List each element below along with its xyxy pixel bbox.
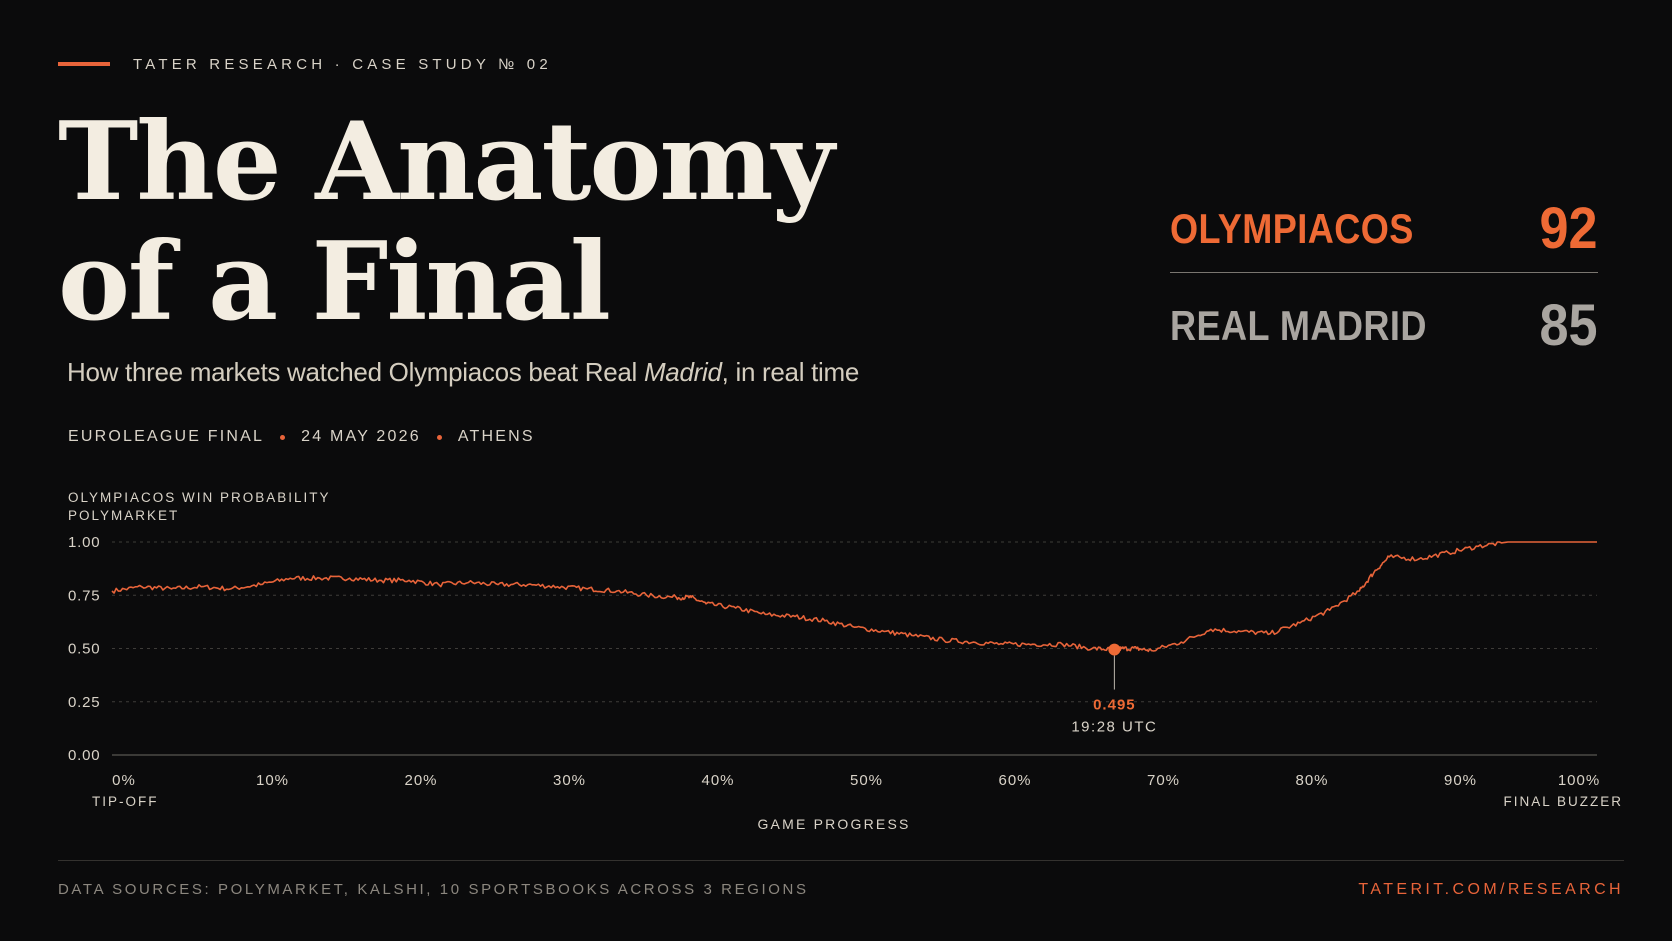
x-axis-title: GAME PROGRESS xyxy=(757,816,910,832)
y-tick-label: 0.00 xyxy=(68,747,100,764)
site-link[interactable]: TATERIT.COM/RESEARCH xyxy=(1358,881,1624,898)
x-tick-label: 70% xyxy=(1147,772,1180,789)
chart-annotation: 0.495 19:28 UTC xyxy=(1071,643,1157,736)
annotation-time-label: 19:28 UTC xyxy=(1071,719,1157,736)
footer-divider xyxy=(58,860,1624,861)
x-sublabel-end: FINAL BUZZER xyxy=(1503,794,1623,809)
chart-gridlines xyxy=(112,541,1597,756)
x-tick-label: 90% xyxy=(1444,772,1477,789)
win-probability-chart: OLYMPIACOS WIN PROBABILITY POLYMARKET 0.… xyxy=(68,490,1623,832)
x-tick-label: 10% xyxy=(256,772,289,789)
meta-date: 24 MAY 2026 xyxy=(301,428,421,445)
page-title-line-1: The Anatomy xyxy=(58,99,834,225)
x-tick-label: 0% xyxy=(112,772,136,789)
meta-city: ATHENS xyxy=(457,428,535,445)
kicker-label: TATER RESEARCH · CASE STUDY № 02 xyxy=(133,56,552,73)
y-tick-label: 0.75 xyxy=(68,587,100,604)
x-sublabel-start: TIP-OFF xyxy=(92,794,159,809)
scoreboard-divider xyxy=(1170,272,1598,273)
x-tick-label: 100% xyxy=(1558,772,1600,789)
scoreboard-row-loser: REAL MADRID 85 xyxy=(1170,292,1598,359)
meta-competition: EUROLEAGUE FINAL xyxy=(68,428,265,445)
y-tick-label: 1.00 xyxy=(68,534,100,551)
event-meta: EUROLEAGUE FINAL 24 MAY 2026 ATHENS xyxy=(68,428,535,446)
data-sources-note: DATA SOURCES: POLYMARKET, KALSHI, 10 SPO… xyxy=(58,881,809,898)
x-tick-label: 50% xyxy=(850,772,883,789)
x-tick-label: 30% xyxy=(553,772,586,789)
meta-separator-dot xyxy=(436,434,442,440)
subtitle-tail: , in real time xyxy=(721,357,860,387)
annotation-marker xyxy=(1108,643,1121,656)
y-tick-label: 0.50 xyxy=(68,641,100,658)
team-name: REAL MADRID xyxy=(1170,301,1427,349)
team-name: OLYMPIACOS xyxy=(1170,204,1414,252)
kicker-accent-bar xyxy=(58,62,110,66)
x-tick-label: 80% xyxy=(1295,772,1328,789)
y-tick-label: 0.25 xyxy=(68,694,100,711)
subtitle-italic: Madrid xyxy=(643,357,722,387)
x-tick-label: 20% xyxy=(404,772,437,789)
x-axis-ticks: 0% 10% 20% 30% 40% 50% 60% 70% 80% 90% 100% TIP-OFF… xyxy=(92,772,1623,809)
annotation-value-label: 0.495 xyxy=(1093,697,1136,714)
scoreboard-row-winner: OLYMPIACOS 92 xyxy=(1170,195,1598,262)
series-line-olympiacos xyxy=(111,541,1597,653)
subtitle-text: How three markets watched Olympiacos bea… xyxy=(67,357,644,387)
subtitle: How three markets watched Olympiacos bea… xyxy=(67,357,859,388)
x-tick-label: 40% xyxy=(701,772,734,789)
chart-title: OLYMPIACOS WIN PROBABILITY xyxy=(68,490,331,505)
team-score: 92 xyxy=(1539,196,1598,261)
y-axis-ticks: 0.00 0.25 0.50 0.75 1.00 xyxy=(68,534,100,764)
meta-separator-dot xyxy=(280,434,286,440)
page-title-line-2: of a Final xyxy=(58,219,611,345)
x-tick-label: 60% xyxy=(998,772,1031,789)
chart-subtitle: POLYMARKET xyxy=(68,508,179,523)
team-score: 85 xyxy=(1539,293,1598,358)
